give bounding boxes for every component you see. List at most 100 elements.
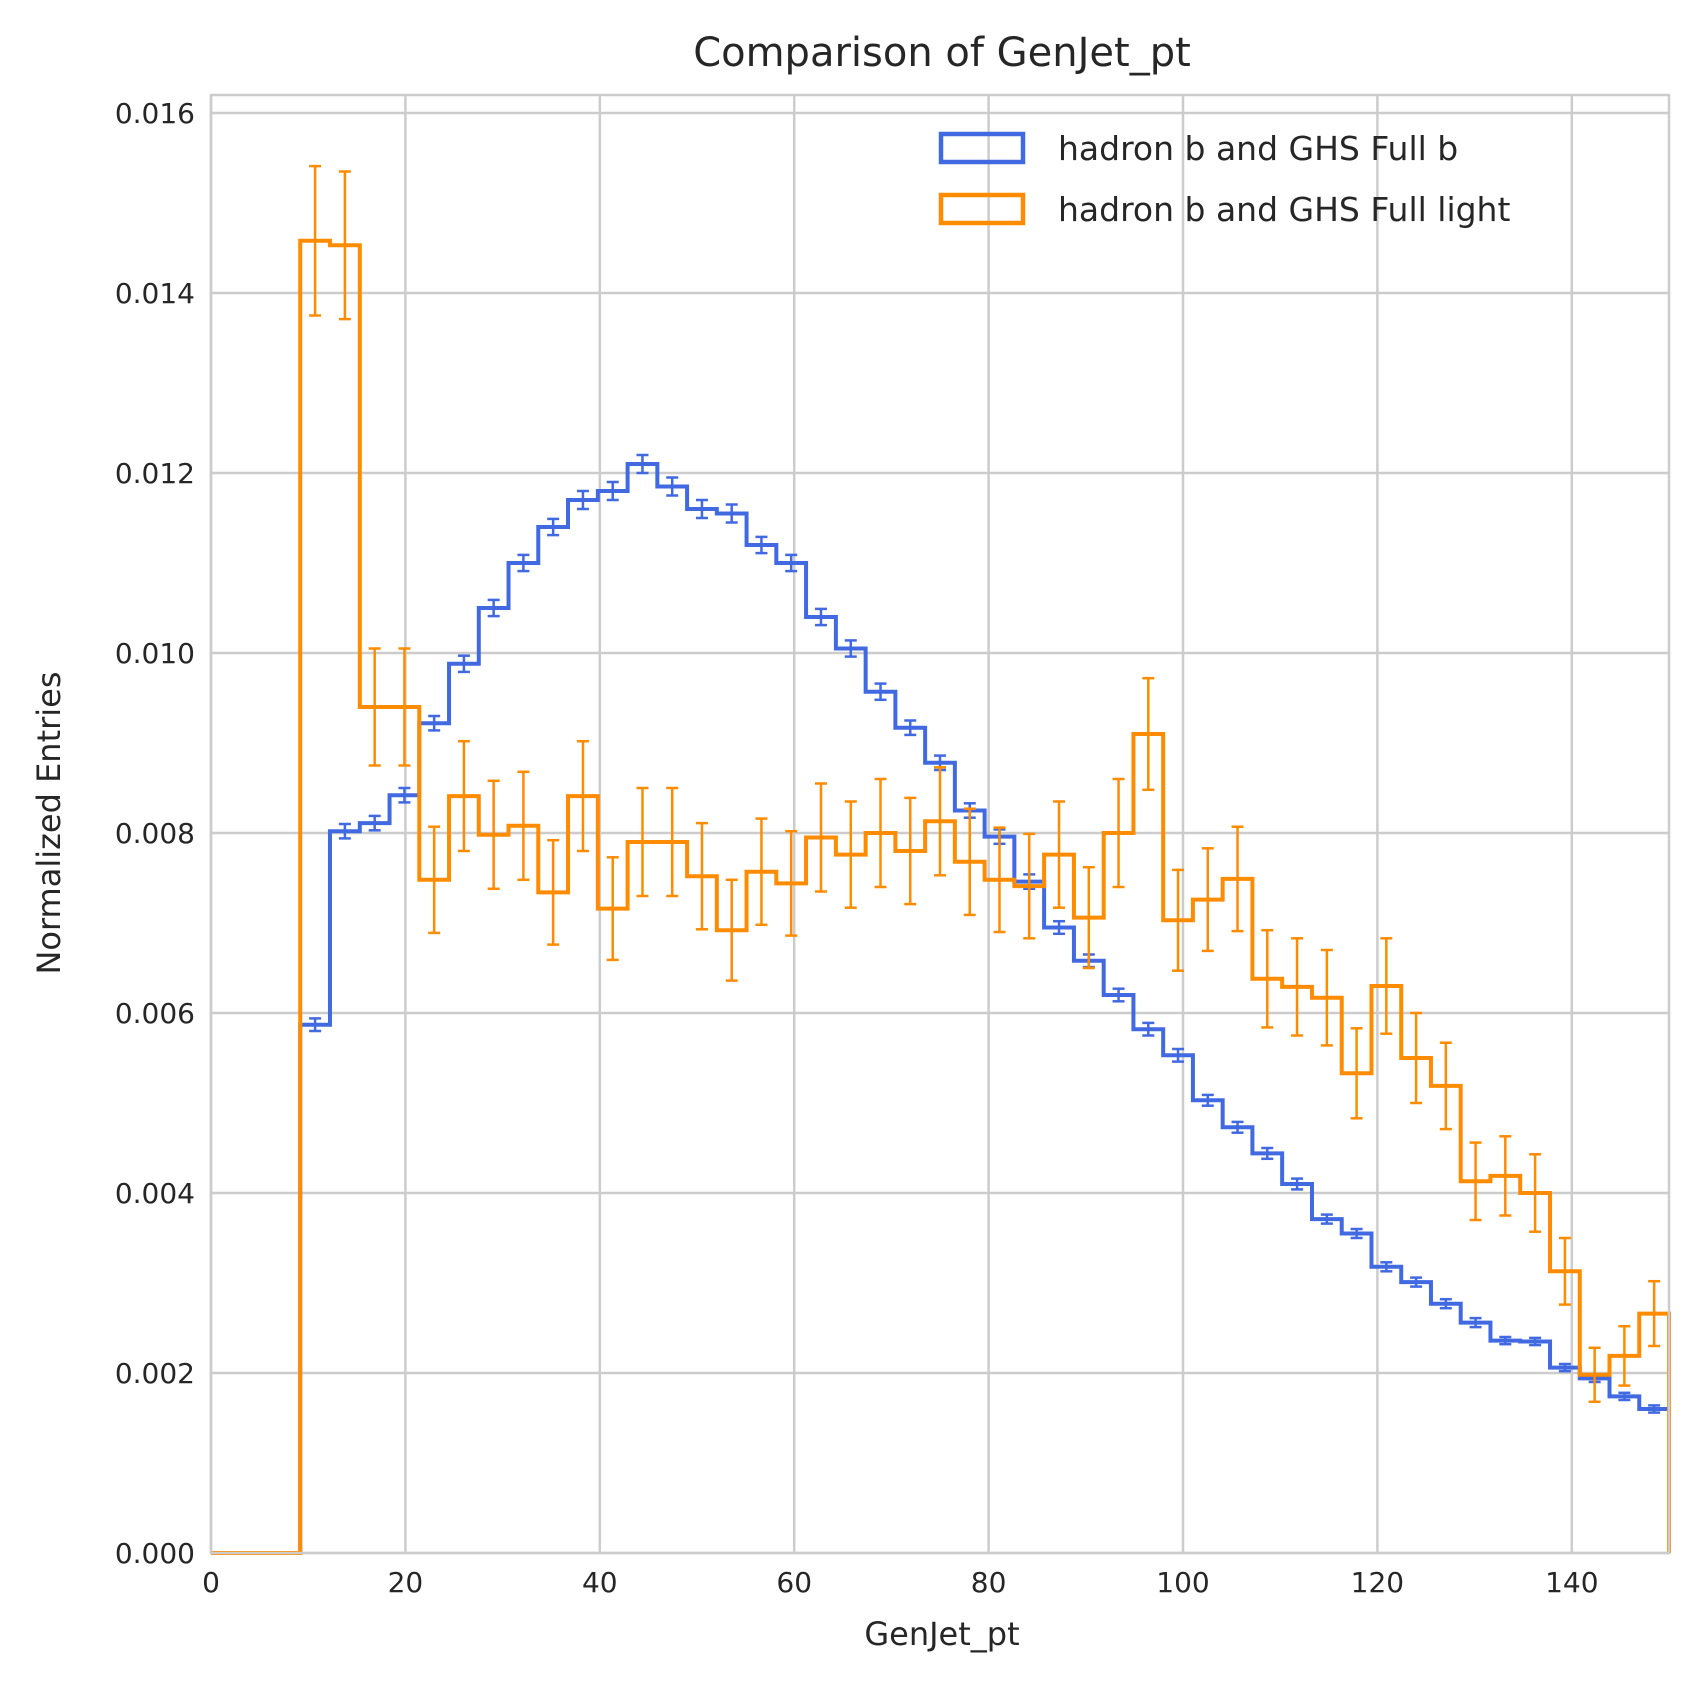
error-bar bbox=[1618, 1391, 1631, 1402]
error-bar bbox=[755, 817, 768, 927]
error-bar bbox=[814, 607, 827, 627]
series-layer bbox=[211, 164, 1671, 1555]
x-tick-label: 20 bbox=[388, 1566, 424, 1599]
error-bar bbox=[1439, 1041, 1452, 1131]
x-tick-label: 40 bbox=[582, 1566, 618, 1599]
error-bar bbox=[1618, 1324, 1631, 1387]
x-tick-label: 140 bbox=[1545, 1566, 1598, 1599]
error-bar bbox=[963, 807, 976, 917]
plot-frame bbox=[209, 93, 1671, 1555]
error-bar bbox=[1261, 1146, 1274, 1161]
error-bar bbox=[517, 770, 530, 882]
chart-title: Comparison of GenJet_pt bbox=[693, 30, 1191, 76]
histogram-step-line bbox=[211, 462, 1671, 1555]
error-bar bbox=[606, 480, 619, 502]
error-bar bbox=[338, 822, 351, 840]
error-bar bbox=[1410, 1276, 1423, 1288]
error-bar bbox=[1142, 1021, 1155, 1037]
error-bar bbox=[725, 503, 738, 524]
y-tick-label: 0.016 bbox=[115, 97, 195, 130]
histogram-step-line bbox=[211, 238, 1671, 1555]
error-bar bbox=[576, 489, 589, 511]
error-bar bbox=[1529, 1153, 1542, 1233]
error-bar bbox=[904, 719, 917, 737]
error-bar bbox=[309, 164, 322, 317]
x-tick-label: 0 bbox=[202, 1566, 220, 1599]
error-bar bbox=[487, 598, 500, 618]
error-bar bbox=[755, 535, 768, 555]
y-tick-label: 0.010 bbox=[115, 637, 195, 670]
y-tick-label: 0.004 bbox=[115, 1177, 195, 1210]
error-bar bbox=[1201, 847, 1214, 953]
error-bar bbox=[1558, 1236, 1571, 1306]
y-tick-label: 0.006 bbox=[115, 997, 195, 1030]
error-bar bbox=[666, 476, 679, 497]
y-tick-label: 0.014 bbox=[115, 277, 195, 310]
x-tick-label: 80 bbox=[971, 1566, 1007, 1599]
error-bar bbox=[636, 453, 649, 475]
error-bar bbox=[1439, 1297, 1452, 1310]
error-bar bbox=[1499, 1135, 1512, 1217]
error-bar bbox=[1380, 1261, 1393, 1273]
error-bar bbox=[368, 647, 381, 767]
error-bar bbox=[1320, 1213, 1333, 1225]
error-bar bbox=[1291, 937, 1304, 1037]
error-bar bbox=[1112, 987, 1125, 1003]
error-bar bbox=[1053, 800, 1066, 909]
error-bar bbox=[666, 786, 679, 898]
error-bar bbox=[1291, 1177, 1304, 1191]
error-bar bbox=[695, 821, 708, 931]
error-bar bbox=[606, 856, 619, 962]
legend-label-light: hadron b and GHS Full light bbox=[1058, 190, 1510, 229]
y-tick-label: 0.008 bbox=[115, 817, 195, 850]
error-bar bbox=[457, 654, 470, 674]
error-bar bbox=[1350, 1227, 1363, 1240]
error-bar bbox=[1172, 1047, 1185, 1063]
error-bar bbox=[547, 517, 560, 537]
error-bar bbox=[576, 739, 589, 853]
error-bar bbox=[309, 1017, 322, 1033]
error-bar bbox=[1142, 676, 1155, 792]
error-bar bbox=[1558, 1362, 1571, 1373]
error-bar bbox=[398, 786, 411, 804]
error-bar bbox=[1350, 1027, 1363, 1120]
error-bar bbox=[1023, 832, 1036, 940]
x-tick-label: 100 bbox=[1156, 1566, 1209, 1599]
error-bar bbox=[1499, 1335, 1512, 1346]
error-bar bbox=[1529, 1336, 1542, 1347]
x-tick-label: 60 bbox=[776, 1566, 812, 1599]
error-bar bbox=[814, 782, 827, 893]
error-bar bbox=[1410, 1011, 1423, 1105]
error-bar bbox=[457, 739, 470, 853]
legend-swatch-light bbox=[938, 192, 1026, 226]
y-axis-label: Normalized Entries bbox=[30, 671, 68, 974]
error-bar bbox=[1261, 928, 1274, 1029]
error-bar bbox=[725, 878, 738, 982]
x-axis-label: GenJet_pt bbox=[864, 1615, 1019, 1653]
error-bar bbox=[428, 714, 441, 732]
error-bar bbox=[1053, 919, 1066, 936]
error-bar bbox=[695, 498, 708, 520]
error-bar bbox=[1112, 777, 1125, 889]
y-tick-label: 0.012 bbox=[115, 457, 195, 490]
error-bar bbox=[874, 777, 887, 889]
error-bar bbox=[1172, 868, 1185, 972]
error-bar bbox=[1231, 1120, 1244, 1134]
error-bar bbox=[517, 553, 530, 573]
error-bar bbox=[1231, 825, 1244, 933]
error-bar bbox=[368, 814, 381, 832]
error-bar bbox=[1469, 1316, 1482, 1329]
error-bar bbox=[844, 639, 857, 658]
error-bar bbox=[785, 553, 798, 573]
y-tick-label: 0.000 bbox=[115, 1537, 195, 1570]
error-bar bbox=[844, 800, 857, 909]
error-bar bbox=[636, 786, 649, 898]
error-bar bbox=[874, 682, 887, 702]
error-bar bbox=[1588, 1346, 1601, 1404]
error-bar bbox=[547, 838, 560, 946]
error-bar bbox=[1648, 1279, 1661, 1348]
error-bar bbox=[785, 829, 798, 937]
error-bar bbox=[338, 170, 351, 321]
error-bar bbox=[1082, 865, 1095, 970]
